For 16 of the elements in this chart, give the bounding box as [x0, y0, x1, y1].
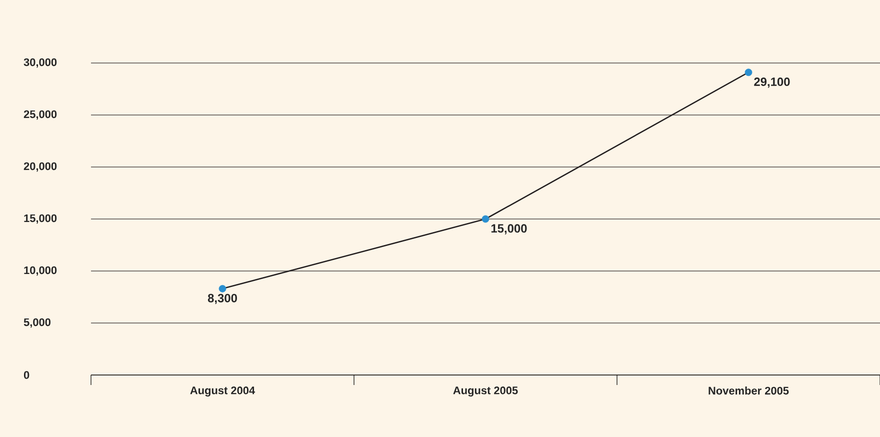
y-tick-label: 10,000 — [24, 266, 57, 276]
y-tick-label: 0 — [24, 371, 30, 379]
data-label: 29,100 — [754, 78, 790, 88]
y-tick-label: 30,000 — [24, 58, 57, 68]
x-tick-label: August 2004 — [190, 386, 256, 396]
y-tick-label: 15,000 — [24, 214, 57, 224]
x-tick-label: November 2005 — [708, 386, 789, 395]
point — [744, 68, 752, 76]
data-label: 15,000 — [491, 224, 527, 234]
y-tick-label: 20,000 — [24, 162, 57, 172]
point — [482, 215, 490, 223]
point — [218, 284, 226, 292]
y-tick-label: 25,000 — [24, 110, 57, 120]
x-tick-label: August 2005 — [453, 386, 518, 396]
data-label: 8,300 — [208, 294, 237, 304]
y-tick-label: 5,000 — [24, 318, 50, 328]
